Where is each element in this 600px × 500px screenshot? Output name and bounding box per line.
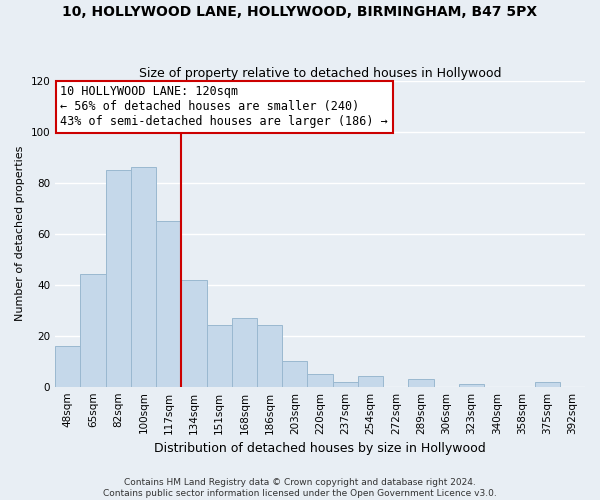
Text: Contains HM Land Registry data © Crown copyright and database right 2024.
Contai: Contains HM Land Registry data © Crown c… (103, 478, 497, 498)
Y-axis label: Number of detached properties: Number of detached properties (15, 146, 25, 322)
Bar (257, 326, 282, 386)
Bar (358, 376, 383, 386)
X-axis label: Distribution of detached houses by size in Hollywood: Distribution of detached houses by size … (154, 442, 486, 455)
Bar (459, 384, 484, 386)
Title: Size of property relative to detached houses in Hollywood: Size of property relative to detached ho… (139, 66, 502, 80)
Bar (332, 382, 358, 386)
Bar (131, 168, 156, 386)
Bar (156, 221, 181, 386)
Bar (206, 326, 232, 386)
Bar (80, 274, 106, 386)
Bar (106, 170, 131, 386)
Bar (181, 280, 206, 386)
Bar (409, 379, 434, 386)
Bar (232, 318, 257, 386)
Bar (282, 361, 307, 386)
Bar (55, 346, 80, 387)
Bar (535, 382, 560, 386)
Text: 10, HOLLYWOOD LANE, HOLLYWOOD, BIRMINGHAM, B47 5PX: 10, HOLLYWOOD LANE, HOLLYWOOD, BIRMINGHA… (62, 5, 538, 19)
Text: 10 HOLLYWOOD LANE: 120sqm
← 56% of detached houses are smaller (240)
43% of semi: 10 HOLLYWOOD LANE: 120sqm ← 56% of detac… (61, 86, 388, 128)
Bar (307, 374, 332, 386)
